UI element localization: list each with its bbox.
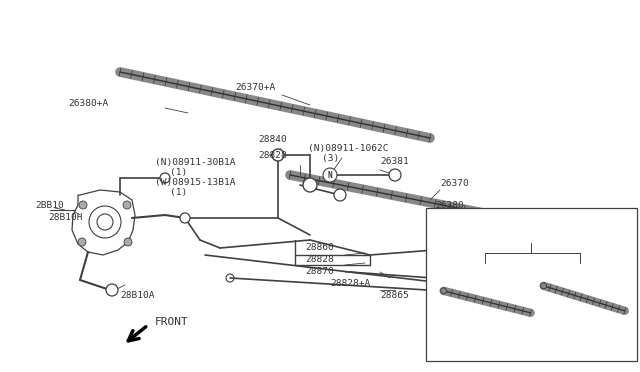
Circle shape xyxy=(491,326,499,334)
Circle shape xyxy=(541,283,547,289)
Text: 28875: 28875 xyxy=(518,298,547,308)
Circle shape xyxy=(463,228,477,242)
Text: 26370: 26370 xyxy=(440,179,468,187)
Text: (N)08911-1062C: (N)08911-1062C xyxy=(308,144,388,153)
Circle shape xyxy=(160,173,170,183)
Text: N: N xyxy=(468,231,472,240)
Text: 28840: 28840 xyxy=(258,135,287,144)
Text: (3): (3) xyxy=(478,234,495,243)
Circle shape xyxy=(79,201,87,209)
Text: 28828: 28828 xyxy=(305,256,333,264)
Text: 28870: 28870 xyxy=(305,267,333,276)
Circle shape xyxy=(123,201,131,209)
Text: 28B10H: 28B10H xyxy=(48,214,83,222)
Text: 28828+A: 28828+A xyxy=(462,294,502,302)
Text: 26380: 26380 xyxy=(435,201,464,209)
Circle shape xyxy=(456,228,464,236)
Text: 28865: 28865 xyxy=(380,291,409,299)
Text: 28860: 28860 xyxy=(305,244,333,253)
Text: 26373: 26373 xyxy=(516,229,547,239)
Text: 26381: 26381 xyxy=(380,157,409,167)
Text: FRONT: FRONT xyxy=(155,317,189,327)
Text: N: N xyxy=(328,170,332,180)
Text: A2BB* 0'29: A2BB* 0'29 xyxy=(541,351,595,360)
Circle shape xyxy=(272,149,284,161)
Circle shape xyxy=(455,243,465,253)
Text: 26373P: 26373P xyxy=(467,266,502,276)
Text: (1): (1) xyxy=(170,167,188,176)
Circle shape xyxy=(389,169,401,181)
Circle shape xyxy=(471,291,479,299)
Circle shape xyxy=(303,178,317,192)
Circle shape xyxy=(323,168,337,182)
Text: 28828+A: 28828+A xyxy=(330,279,371,288)
Circle shape xyxy=(440,288,447,294)
Text: REFILLS-WIPER BLADE: REFILLS-WIPER BLADE xyxy=(472,217,591,227)
Text: 26373W: 26373W xyxy=(562,266,597,276)
Circle shape xyxy=(106,284,118,296)
Text: 26370+A: 26370+A xyxy=(235,83,275,93)
Circle shape xyxy=(486,306,494,314)
Text: (1): (1) xyxy=(170,187,188,196)
Text: 28B10A: 28B10A xyxy=(120,291,154,299)
Text: (3): (3) xyxy=(322,154,339,163)
Circle shape xyxy=(124,238,132,246)
Text: (N)08911-1062G: (N)08911-1062G xyxy=(462,224,543,232)
Circle shape xyxy=(455,275,465,285)
Text: (N)08911-30B1A: (N)08911-30B1A xyxy=(155,157,236,167)
Circle shape xyxy=(78,238,86,246)
Text: (W)08915-13B1A: (W)08915-13B1A xyxy=(155,177,236,186)
Circle shape xyxy=(334,189,346,201)
Circle shape xyxy=(454,239,466,251)
Text: 26381: 26381 xyxy=(438,218,467,227)
Circle shape xyxy=(180,213,190,223)
Text: <ASSIST>: <ASSIST> xyxy=(461,276,508,286)
Text: 28828: 28828 xyxy=(258,151,287,160)
Text: 2BB10: 2BB10 xyxy=(35,201,64,209)
Bar xyxy=(426,208,637,361)
Text: (DRIVER): (DRIVER) xyxy=(556,276,604,286)
Text: 26380+A: 26380+A xyxy=(68,99,108,109)
